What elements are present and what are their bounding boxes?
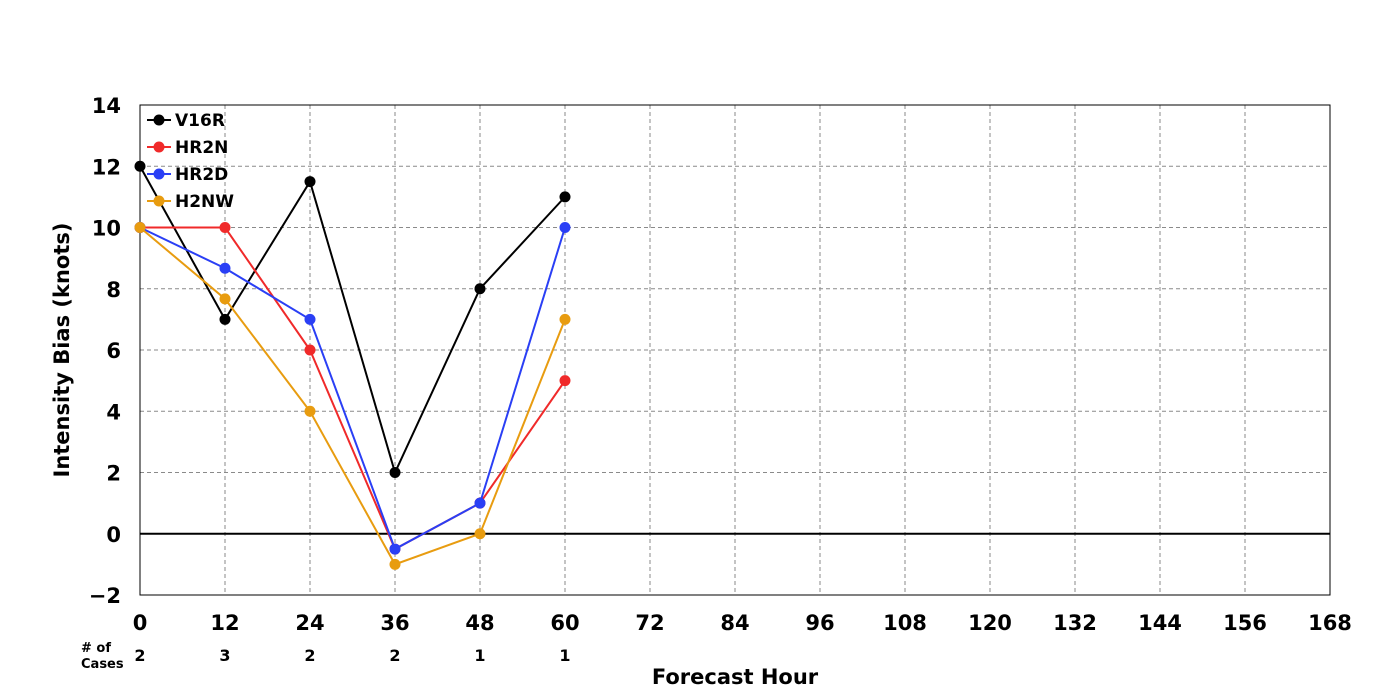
cases-count: 1	[559, 646, 570, 665]
data-point-v16r	[559, 191, 571, 203]
x-tick-label: 48	[465, 611, 494, 635]
series-hr2n	[134, 222, 571, 555]
legend-label: H2NW	[175, 192, 234, 212]
x-tick-label: 156	[1223, 611, 1267, 635]
legend-label: HR2D	[175, 165, 228, 185]
cases-count: 3	[219, 646, 230, 665]
x-tick-label: 12	[210, 611, 239, 635]
legend-swatch-marker	[153, 114, 165, 126]
data-point-hr2n	[559, 375, 571, 387]
legend-item-hr2d: HR2D	[147, 165, 228, 185]
legend-item-h2nw: H2NW	[147, 192, 234, 212]
legend: V16R HR2N HR2D H2NW	[147, 111, 234, 212]
y-tick-label: 12	[92, 155, 121, 179]
y-tick-label: −2	[89, 584, 121, 608]
y-tick-label: 2	[106, 462, 121, 486]
data-point-hr2d	[304, 313, 316, 325]
series-line-v16r	[139, 165, 566, 476]
data-point-hr2d	[474, 497, 486, 509]
x-tick-label: 120	[968, 611, 1012, 635]
plot-frame	[139, 104, 1331, 596]
data-point-hr2d	[389, 543, 401, 555]
data-point-v16r	[389, 467, 401, 478]
data-point-v16r	[304, 176, 316, 188]
series-v16r	[134, 160, 571, 478]
data-point-h2nw	[304, 405, 316, 417]
legend-swatch-marker	[153, 168, 165, 180]
legend-item-hr2n: HR2N	[147, 138, 228, 158]
data-point-hr2d	[559, 222, 571, 233]
x-tick-label: 168	[1308, 611, 1352, 635]
x-tick-label: 144	[1138, 611, 1182, 635]
x-tick-label: 72	[635, 611, 664, 635]
x-tick-label: 84	[720, 611, 749, 635]
legend-label: V16R	[175, 111, 225, 131]
series-layer	[134, 160, 571, 570]
cases-count: 2	[304, 646, 315, 665]
data-point-v16r	[219, 313, 231, 325]
x-tick-labels: 0 12 24 36 48 60 72 84 96 108 120 132 144 156 168	[133, 611, 1352, 635]
legend-label: HR2N	[175, 138, 228, 158]
data-point-v16r	[134, 160, 146, 172]
data-point-hr2d	[219, 262, 231, 274]
cases-row-label-line2: Cases	[81, 657, 124, 672]
data-point-hr2n	[219, 222, 231, 233]
y-tick-label: 8	[106, 278, 121, 302]
legend-item-v16r: V16R	[147, 111, 225, 131]
y-tick-labels: −2 0 2 4 6 8 10 12 14	[89, 94, 121, 608]
x-tick-label: 132	[1053, 611, 1097, 635]
y-axis-title: Intensity Bias (knots)	[50, 223, 74, 478]
series-line-hr2d	[139, 226, 566, 551]
y-tick-label: 0	[106, 523, 121, 547]
x-tick-label: 60	[550, 611, 579, 635]
data-point-h2nw	[474, 528, 486, 540]
legend-swatch-marker	[153, 141, 165, 153]
cases-count: 2	[389, 646, 400, 665]
legend-swatch-marker	[153, 195, 165, 207]
data-point-h2nw	[219, 293, 231, 305]
series-h2nw	[134, 222, 571, 570]
data-point-v16r	[474, 283, 486, 295]
x-tick-label: 24	[295, 611, 324, 635]
data-point-h2nw	[559, 313, 571, 325]
y-tick-label: 10	[92, 217, 121, 241]
y-tick-label: 6	[106, 339, 121, 363]
x-tick-label: 0	[133, 611, 148, 635]
x-tick-label: 108	[883, 611, 927, 635]
data-point-h2nw	[389, 558, 401, 570]
cases-row: # of Cases 2 3 2 2 1 1	[81, 641, 571, 672]
y-tick-label: 4	[106, 400, 121, 424]
series-hr2d	[134, 222, 571, 555]
data-point-hr2n	[304, 344, 316, 356]
data-point-h2nw	[134, 222, 146, 233]
x-axis-title: Forecast Hour	[652, 665, 819, 689]
cases-count: 2	[134, 646, 145, 665]
grid-lines	[140, 105, 1330, 595]
series-line-hr2n	[140, 226, 566, 551]
cases-count: 1	[474, 646, 485, 665]
y-tick-label: 14	[92, 94, 121, 118]
cases-row-label-line1: # of	[81, 641, 111, 656]
x-tick-label: 36	[380, 611, 409, 635]
x-tick-label: 96	[805, 611, 834, 635]
series-line-h2nw	[139, 226, 566, 566]
